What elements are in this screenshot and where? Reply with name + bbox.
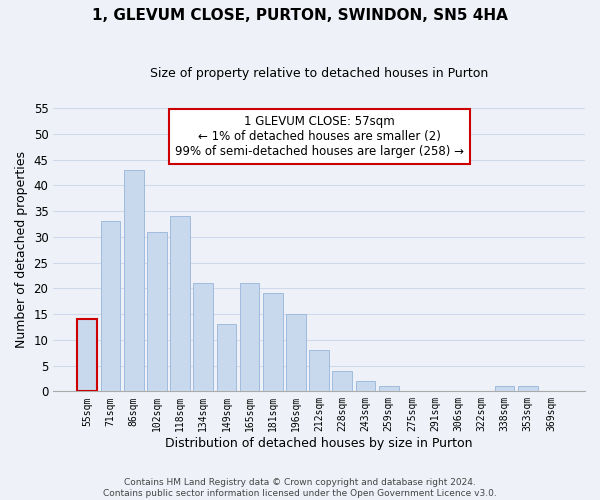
Bar bbox=[77, 319, 97, 392]
Bar bbox=[495, 386, 514, 392]
Bar bbox=[193, 283, 213, 392]
Bar bbox=[263, 294, 283, 392]
Bar bbox=[286, 314, 306, 392]
Bar bbox=[309, 350, 329, 392]
Bar bbox=[101, 222, 121, 392]
Y-axis label: Number of detached properties: Number of detached properties bbox=[15, 151, 28, 348]
Bar bbox=[356, 381, 376, 392]
Bar bbox=[124, 170, 143, 392]
Text: Contains HM Land Registry data © Crown copyright and database right 2024.
Contai: Contains HM Land Registry data © Crown c… bbox=[103, 478, 497, 498]
Bar bbox=[332, 370, 352, 392]
X-axis label: Distribution of detached houses by size in Purton: Distribution of detached houses by size … bbox=[166, 437, 473, 450]
Bar bbox=[379, 386, 398, 392]
Title: Size of property relative to detached houses in Purton: Size of property relative to detached ho… bbox=[150, 68, 488, 80]
Bar bbox=[170, 216, 190, 392]
Bar bbox=[147, 232, 167, 392]
Bar bbox=[240, 283, 259, 392]
Text: 1 GLEVUM CLOSE: 57sqm
← 1% of detached houses are smaller (2)
99% of semi-detach: 1 GLEVUM CLOSE: 57sqm ← 1% of detached h… bbox=[175, 115, 464, 158]
Bar bbox=[217, 324, 236, 392]
Bar bbox=[518, 386, 538, 392]
Text: 1, GLEVUM CLOSE, PURTON, SWINDON, SN5 4HA: 1, GLEVUM CLOSE, PURTON, SWINDON, SN5 4H… bbox=[92, 8, 508, 22]
